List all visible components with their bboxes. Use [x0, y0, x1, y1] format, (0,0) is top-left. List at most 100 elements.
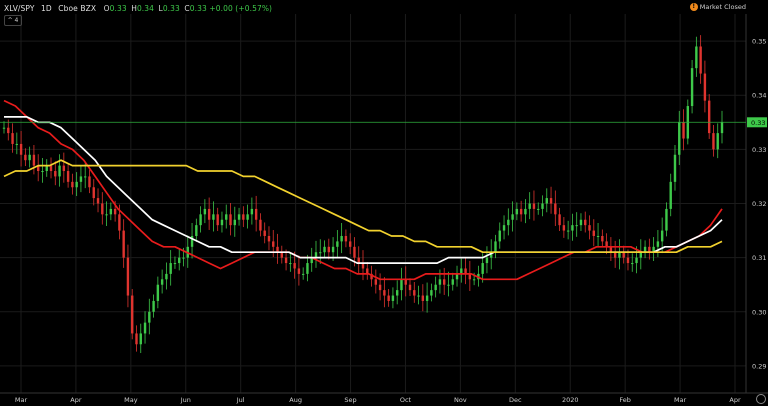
open-value: 0.33 — [109, 4, 127, 13]
y-tick-label: 0.29 — [752, 362, 766, 370]
candle-body — [19, 143, 23, 155]
candle-body — [665, 208, 668, 231]
candle-body — [207, 208, 211, 220]
candle-body — [122, 230, 125, 258]
candle-body — [524, 208, 527, 215]
candle-body — [152, 300, 155, 312]
candle-body — [605, 241, 608, 247]
x-tick-label: Mar — [674, 396, 687, 404]
candle-body — [400, 279, 403, 291]
high-label: H — [131, 4, 137, 13]
candle-body — [695, 46, 698, 69]
candle-body — [626, 257, 630, 264]
candle-body — [272, 241, 275, 247]
candle-body — [413, 290, 416, 296]
current-price-label-bg — [747, 117, 767, 128]
candle-body — [537, 208, 540, 210]
candle-body — [118, 214, 121, 231]
candle-body — [613, 252, 617, 258]
candle-body — [554, 203, 557, 215]
collapse-indicators-button[interactable]: ^ 4 — [4, 15, 22, 26]
candle-body — [592, 230, 595, 236]
candle-body — [631, 263, 634, 265]
candle-body — [11, 133, 14, 144]
candle-body — [716, 133, 719, 150]
candle-body — [45, 165, 48, 172]
interval[interactable]: 1D — [41, 4, 52, 13]
candle-body — [75, 181, 78, 188]
candle-body — [481, 263, 484, 274]
candle-body — [690, 68, 694, 107]
candle-body — [699, 46, 702, 74]
x-tick-label: Dec — [509, 396, 522, 404]
market-status: ! Market Closed — [689, 3, 746, 11]
candle-body — [169, 263, 172, 274]
candle-body — [242, 214, 245, 220]
low-label: L — [158, 4, 163, 13]
candle-body — [404, 279, 407, 285]
candle-body — [126, 257, 130, 296]
candle-body — [310, 257, 313, 264]
candle-body — [92, 187, 95, 199]
candle-body — [395, 290, 399, 296]
candle-body — [438, 279, 442, 285]
candle-body — [652, 246, 655, 253]
settings-icon[interactable] — [756, 394, 766, 404]
candle-body — [229, 214, 232, 226]
candle-body — [408, 284, 412, 291]
symbol-name[interactable]: XLV/SPY — [4, 4, 35, 13]
candle-body — [280, 252, 283, 258]
candle-body — [148, 311, 151, 323]
market-status-text: Market Closed — [699, 3, 746, 11]
candle-body — [472, 279, 476, 281]
candle-body — [366, 268, 369, 274]
candle-body — [203, 208, 207, 215]
candle-body — [263, 230, 266, 236]
candle-body — [135, 333, 138, 345]
candle-body — [584, 219, 587, 226]
candle-body — [233, 219, 236, 226]
candle-body — [507, 219, 510, 226]
exchange: Cboe BZX — [58, 4, 97, 13]
y-tick-label: 0.33 — [752, 146, 766, 154]
candle-body — [558, 214, 561, 226]
symbol-header: XLV/SPY 1D Cboe BZX O0.33 H0.34 L0.33 C0… — [4, 4, 272, 13]
candle-body — [712, 133, 715, 150]
x-tick-label: May — [124, 396, 138, 404]
candle-body — [54, 171, 57, 177]
candle-body — [707, 100, 711, 134]
candlestick-series — [2, 35, 724, 354]
candle-body — [284, 257, 288, 264]
x-tick-label: 2020 — [562, 396, 579, 404]
change-value: +0.00 (+0.57%) — [209, 4, 273, 13]
y-axis: 0.35 0.34 0.33 0.32 0.31 0.30 0.29 — [752, 38, 766, 371]
candle-body — [165, 273, 168, 280]
candle-body — [105, 214, 108, 216]
candle-body — [297, 268, 301, 274]
candle-body — [391, 295, 395, 301]
x-tick-label: Sep — [344, 396, 356, 404]
candle-body — [682, 122, 685, 139]
high-value: 0.34 — [136, 4, 155, 13]
candle-body — [220, 219, 224, 226]
candle-body — [622, 252, 625, 258]
moving-average-line-3 — [3, 159, 723, 254]
candle-body — [88, 176, 91, 188]
x-tick-label: Jul — [236, 396, 245, 404]
candle-body — [596, 235, 600, 237]
x-tick-label: Nov — [454, 396, 467, 404]
candle-body — [323, 246, 326, 253]
y-tick-label: 0.31 — [752, 254, 766, 262]
candle-body — [24, 154, 27, 161]
candle-body — [703, 73, 707, 101]
candle-body — [421, 295, 425, 301]
candle-body — [464, 268, 467, 274]
candle-body — [101, 203, 104, 215]
candle-body — [541, 203, 544, 209]
candle-body — [237, 214, 241, 220]
candle-body — [182, 257, 185, 259]
candle-body — [139, 333, 142, 345]
y-tick-label: 0.32 — [752, 200, 766, 208]
x-tick-label: Mar — [15, 396, 28, 404]
